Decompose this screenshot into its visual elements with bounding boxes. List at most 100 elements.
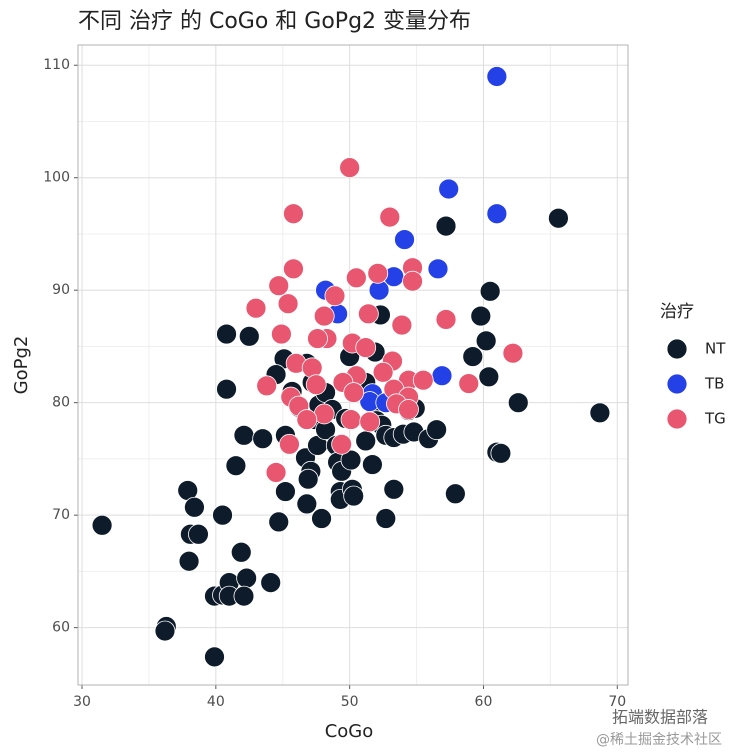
legend-label: NT — [705, 340, 726, 358]
point — [154, 620, 176, 642]
point — [426, 419, 448, 441]
legend-marker — [666, 338, 688, 360]
point — [260, 572, 282, 594]
point — [412, 369, 434, 391]
x-tick-label: 60 — [475, 694, 493, 710]
point — [265, 462, 287, 483]
point — [372, 361, 394, 383]
point — [355, 337, 377, 358]
point — [367, 262, 389, 284]
y-tick-label: 90 — [52, 282, 70, 298]
point — [184, 496, 205, 518]
point — [355, 430, 377, 452]
plot-border — [77, 44, 629, 686]
point — [340, 449, 362, 471]
point — [236, 567, 258, 589]
point — [470, 305, 492, 327]
point — [589, 402, 611, 424]
point — [479, 280, 501, 302]
watermark: 拓端数据部落 — [612, 708, 708, 727]
point — [339, 157, 361, 179]
x-tick-label: 30 — [73, 694, 91, 710]
point — [216, 378, 237, 400]
point — [427, 258, 449, 280]
y-tick-label: 70 — [52, 507, 70, 523]
point — [362, 454, 383, 475]
point — [490, 442, 512, 464]
point — [486, 203, 508, 225]
point — [359, 411, 381, 433]
point — [283, 258, 304, 280]
point — [383, 478, 405, 500]
point — [462, 346, 484, 367]
point — [252, 428, 274, 450]
point — [345, 267, 367, 289]
point — [279, 433, 300, 455]
point — [216, 323, 237, 345]
point — [486, 66, 508, 87]
point — [435, 215, 457, 237]
point — [178, 550, 200, 572]
legend-label: TG — [704, 410, 726, 428]
point — [225, 455, 247, 477]
point — [238, 325, 260, 347]
point — [475, 330, 497, 352]
point — [478, 366, 500, 388]
point — [379, 206, 401, 228]
y-tick-label: 110 — [43, 57, 70, 73]
point — [188, 523, 209, 545]
point — [233, 424, 255, 446]
point — [212, 504, 233, 526]
point — [256, 375, 278, 397]
y-tick-label: 100 — [43, 170, 70, 186]
watermark: @稀土掘金技术社区 — [596, 732, 722, 748]
point — [307, 328, 328, 349]
point — [435, 309, 457, 330]
point — [548, 207, 569, 229]
point — [275, 481, 296, 502]
point — [268, 275, 290, 297]
point — [268, 511, 290, 533]
point — [357, 303, 379, 325]
legend-title: 治疗 — [660, 302, 694, 322]
point — [340, 409, 362, 430]
point — [375, 508, 397, 529]
legend-marker — [666, 408, 688, 430]
point — [402, 270, 423, 292]
legend-label: TB — [704, 375, 724, 393]
chart-title: 不同 治疗 的 CoGo 和 GoPg2 变量分布 — [78, 9, 471, 34]
point — [343, 485, 365, 507]
point — [331, 433, 353, 455]
point — [311, 508, 332, 529]
point — [313, 305, 335, 327]
x-tick-label: 40 — [207, 694, 225, 710]
point — [283, 203, 304, 225]
point — [296, 409, 318, 430]
point — [271, 323, 292, 345]
point — [230, 541, 252, 563]
y-tick-label: 80 — [52, 395, 70, 411]
point — [507, 392, 529, 414]
point — [324, 285, 346, 307]
legend-marker — [666, 373, 688, 395]
point — [245, 297, 267, 319]
point — [343, 382, 365, 403]
point — [233, 585, 255, 607]
point — [444, 483, 466, 505]
point — [313, 403, 335, 425]
point — [458, 373, 480, 394]
point — [297, 468, 319, 490]
point — [394, 229, 415, 250]
x-axis-label: CoGo — [325, 721, 374, 742]
y-tick-label: 60 — [52, 620, 70, 636]
point — [277, 293, 299, 315]
point — [431, 365, 453, 387]
point — [391, 314, 413, 336]
point — [296, 493, 318, 515]
x-tick-label: 70 — [608, 694, 626, 710]
point — [305, 374, 327, 396]
point — [398, 399, 419, 420]
point — [438, 178, 460, 200]
